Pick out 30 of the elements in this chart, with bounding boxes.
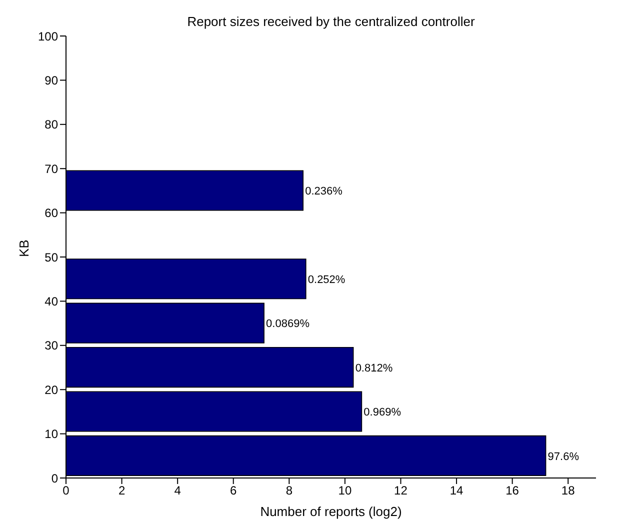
x-tick-label: 16 — [506, 484, 520, 498]
y-tick-label: 30 — [44, 338, 58, 353]
y-tick-label: 60 — [44, 206, 58, 220]
y-tick-label: 10 — [44, 427, 58, 442]
x-tick-label: 6 — [230, 484, 238, 498]
annotation: 0.0869% — [266, 318, 310, 330]
x-tick-label: 18 — [561, 484, 576, 498]
y-tick-label: 100 — [38, 29, 58, 44]
y-tick-label: 70 — [44, 162, 58, 176]
y-tick-label: 80 — [44, 118, 58, 132]
annotation: 0.252% — [308, 274, 346, 286]
x-tick-label: 2 — [118, 484, 126, 498]
x-tick-label: 12 — [394, 484, 408, 498]
annotation: 0.969% — [364, 406, 402, 419]
annotation: 0.812% — [355, 362, 393, 374]
x-tick-label: 10 — [338, 484, 352, 498]
x-axis-title: Number of reports (log2) — [260, 504, 402, 519]
annotation: 0.236% — [305, 186, 343, 198]
y-tick-label: 40 — [44, 294, 58, 308]
chart-title: Report sizes received by the centralized controller — [186, 14, 476, 29]
y-axis-title: KB — [16, 240, 32, 257]
annotation: 97.6% — [548, 450, 580, 463]
x-tick-label: 8 — [286, 484, 293, 498]
x-tick-label: 0 — [62, 484, 70, 498]
x-tick-label: 4 — [174, 484, 182, 498]
y-tick-label: 50 — [44, 250, 58, 264]
y-tick-label: 90 — [44, 73, 58, 88]
x-tick-label: 14 — [450, 484, 464, 498]
y-tick-label: 0 — [51, 471, 58, 486]
y-tick-label: 20 — [44, 382, 58, 397]
